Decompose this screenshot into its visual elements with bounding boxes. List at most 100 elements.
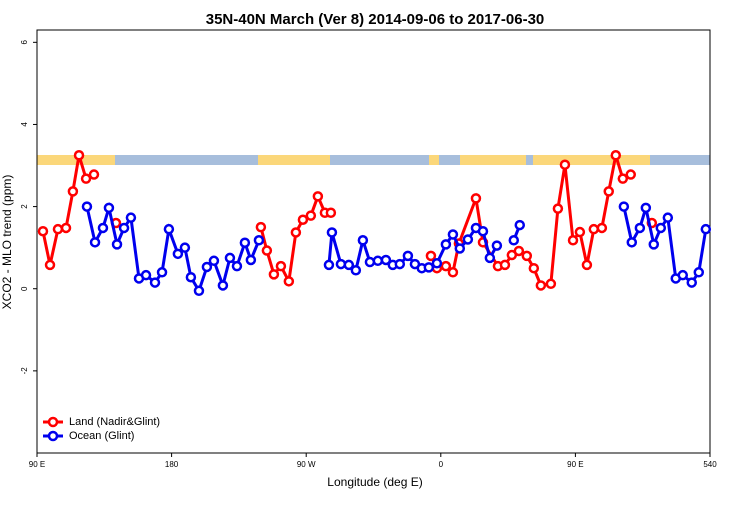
point (305, 210, 317, 221)
point (73, 150, 85, 161)
point (655, 222, 667, 234)
point (508, 235, 520, 246)
point (193, 285, 205, 297)
series-line (85, 201, 261, 295)
point (484, 252, 496, 264)
point (343, 259, 355, 271)
legend-marker (47, 430, 59, 442)
point (431, 258, 443, 269)
point (80, 173, 92, 184)
y-tick-label: 2 (20, 204, 29, 209)
point (425, 250, 437, 262)
legend-label: Land (Nadir&Glint) (69, 416, 160, 428)
point (603, 186, 615, 197)
series-line (259, 192, 331, 287)
point (325, 207, 337, 219)
point (255, 221, 267, 233)
y-tick-label: -2 (20, 367, 29, 375)
point (89, 237, 101, 248)
point (440, 260, 452, 272)
x-tick-label: 540 (703, 460, 717, 469)
y-tick-label: 6 (20, 40, 29, 45)
land-mask-band (37, 155, 710, 165)
point (462, 234, 474, 245)
point (67, 186, 79, 197)
point (617, 173, 629, 184)
point (618, 201, 630, 212)
point (394, 258, 406, 270)
point (596, 222, 608, 234)
point (253, 235, 265, 246)
point (447, 267, 459, 278)
point (552, 203, 564, 214)
point (499, 259, 511, 271)
x-tick-label: 90 E (29, 460, 45, 469)
point (88, 169, 100, 180)
point (217, 280, 229, 291)
point (513, 245, 525, 257)
point (268, 269, 280, 280)
point (693, 267, 705, 278)
point (97, 222, 109, 234)
point (581, 259, 593, 271)
point (163, 223, 175, 235)
legend-label: Ocean (Glint) (69, 430, 134, 442)
point (402, 250, 414, 262)
point (224, 252, 236, 264)
point (574, 226, 586, 238)
chart-title: 35N-40N March (Ver 8) 2014-09-06 to 2017… (206, 11, 545, 28)
point (179, 242, 191, 253)
point (364, 256, 376, 268)
point (677, 269, 689, 281)
point (185, 271, 197, 283)
point (535, 280, 547, 291)
point (440, 239, 452, 250)
point (239, 237, 251, 248)
point (125, 212, 137, 223)
point (350, 264, 362, 276)
point (567, 235, 579, 246)
point (423, 262, 435, 273)
point (626, 237, 638, 248)
point (44, 259, 56, 271)
land-band (429, 155, 439, 165)
point (245, 254, 257, 266)
y-axis-label: XCO2 - MLO trend (ppm) (0, 175, 14, 310)
point (372, 255, 384, 267)
point (52, 223, 64, 235)
point (454, 243, 466, 254)
plot-frame (36, 29, 711, 454)
point (156, 267, 168, 278)
point (275, 260, 287, 272)
legend-marker (47, 416, 59, 428)
point (172, 248, 184, 260)
land-band (37, 155, 115, 165)
land-band (258, 155, 330, 165)
point (528, 262, 540, 274)
point (380, 254, 392, 266)
point (625, 169, 636, 180)
point (357, 235, 369, 246)
point (700, 223, 712, 235)
x-axis-label: Longitude (deg E) (327, 475, 422, 489)
point (662, 212, 674, 223)
point (545, 278, 557, 290)
point (610, 150, 622, 161)
point (477, 225, 489, 237)
point (640, 202, 652, 214)
point (283, 276, 295, 287)
point (634, 222, 646, 234)
x-tick-label: 0 (439, 460, 444, 469)
point (111, 239, 123, 250)
land-band (460, 155, 526, 165)
point (118, 222, 130, 234)
point (326, 227, 338, 238)
point (470, 193, 482, 204)
point (231, 260, 243, 272)
point (297, 214, 309, 225)
point (312, 191, 324, 202)
point (559, 159, 571, 170)
x-tick-label: 90 W (297, 460, 316, 469)
point (60, 222, 72, 234)
